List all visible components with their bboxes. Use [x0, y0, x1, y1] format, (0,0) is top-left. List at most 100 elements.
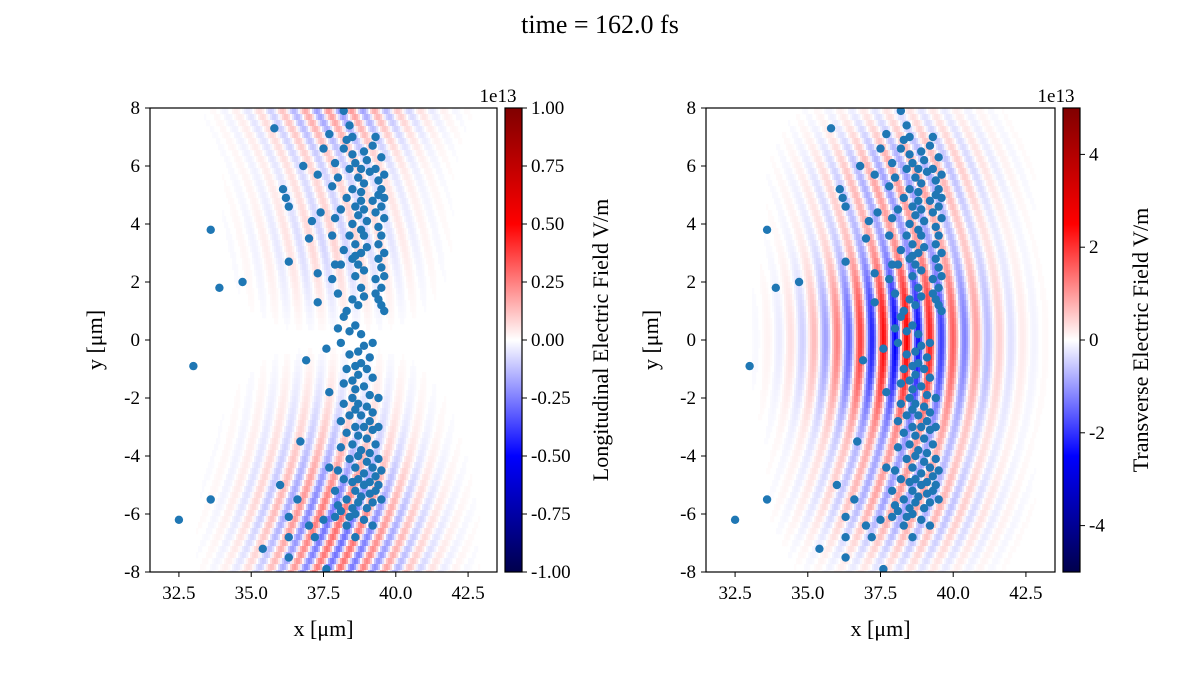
particle-point	[331, 214, 339, 222]
particle-point	[348, 185, 356, 193]
colorbar-tick-label: 0.75	[531, 156, 564, 177]
particle-point	[745, 362, 753, 370]
particle-point	[360, 147, 368, 155]
particle-point	[905, 150, 913, 158]
particle-point	[360, 266, 368, 274]
colorbar-tick-label: 4	[1089, 144, 1099, 165]
particle-point	[368, 498, 376, 506]
particle-point	[351, 533, 359, 541]
particle-point	[366, 353, 374, 361]
particle-point	[897, 144, 905, 152]
particle-point	[319, 516, 327, 524]
particle-point	[868, 533, 876, 541]
y-tick-label: 0	[687, 330, 697, 351]
colorbar-tick-label: -4	[1089, 516, 1105, 537]
colorbar-label: Longitudinal Electric Field V/m	[588, 199, 613, 482]
y-tick-label: 0	[131, 330, 141, 351]
particle-point	[374, 240, 382, 248]
particle-point	[357, 492, 365, 500]
particle-point	[351, 385, 359, 393]
particle-point	[377, 185, 385, 193]
particle-point	[882, 130, 890, 138]
y-tick-label: -6	[124, 504, 140, 525]
particle-point	[879, 345, 887, 353]
colorbar-tick-label: 0.25	[531, 272, 564, 293]
particle-point	[380, 214, 388, 222]
particle-point	[902, 350, 910, 358]
particle-point	[340, 144, 348, 152]
particle-point	[908, 533, 916, 541]
particle-point	[862, 234, 870, 242]
particle-point	[934, 466, 942, 474]
particle-point	[934, 185, 942, 193]
particle-point	[340, 400, 348, 408]
particle-point	[363, 434, 371, 442]
particle-point	[380, 171, 388, 179]
particle-point	[374, 455, 382, 463]
particle-point	[914, 446, 922, 454]
particle-point	[360, 231, 368, 239]
y-tick-label: -2	[680, 388, 696, 409]
particle-point	[923, 353, 931, 361]
particle-point	[926, 339, 934, 347]
particle-point	[908, 423, 916, 431]
particle-point	[833, 481, 841, 489]
particle-point	[368, 521, 376, 529]
particle-point	[882, 388, 890, 396]
suptitle: time = 162.0 fs	[521, 10, 679, 39]
particle-point	[360, 342, 368, 350]
particle-point	[870, 298, 878, 306]
particle-point	[328, 275, 336, 283]
particle-point	[348, 220, 356, 228]
particle-point	[215, 284, 223, 292]
particle-point	[357, 411, 365, 419]
particle-point	[334, 501, 342, 509]
particle-point	[351, 463, 359, 471]
particle-point	[926, 463, 934, 471]
particle-point	[342, 521, 350, 529]
particle-point	[377, 202, 385, 210]
particle-point	[334, 466, 342, 474]
y-tick-label: 8	[131, 98, 141, 119]
particle-point	[374, 394, 382, 402]
colorbar-tick-label: 0	[1089, 330, 1099, 351]
particle-point	[917, 231, 925, 239]
particle-point	[363, 243, 371, 251]
particle-point	[914, 188, 922, 196]
particle-point	[891, 501, 899, 509]
particle-point	[911, 400, 919, 408]
particle-point	[331, 487, 339, 495]
x-tick-label: 35.0	[791, 583, 824, 604]
particle-point	[368, 339, 376, 347]
particle-point	[282, 194, 290, 202]
particle-point	[795, 278, 803, 286]
particle-point	[207, 495, 215, 503]
particle-point	[331, 260, 339, 268]
particle-point	[908, 252, 916, 260]
particle-point	[377, 231, 385, 239]
particle-point	[917, 147, 925, 155]
particle-point	[342, 365, 350, 373]
y-tick-label: 8	[687, 98, 697, 119]
particle-point	[926, 521, 934, 529]
particle-point	[363, 217, 371, 225]
x-tick-label: 35.0	[235, 583, 268, 604]
particle-point	[926, 498, 934, 506]
particle-point	[900, 495, 908, 503]
particle-point	[342, 495, 350, 503]
x-tick-label: 32.5	[162, 583, 195, 604]
colorbar-tick-label: -0.25	[531, 388, 571, 409]
particle-point	[865, 217, 873, 225]
particle-point	[366, 417, 374, 425]
particle-point	[763, 495, 771, 503]
particle-point	[914, 330, 922, 338]
particle-point	[926, 374, 934, 382]
particle-point	[357, 446, 365, 454]
particle-point	[354, 301, 362, 309]
particle-point	[337, 417, 345, 425]
particle-point	[377, 284, 385, 292]
particle-point	[937, 171, 945, 179]
y-tick-label: 2	[687, 272, 697, 293]
y-tick-label: 6	[687, 156, 697, 177]
